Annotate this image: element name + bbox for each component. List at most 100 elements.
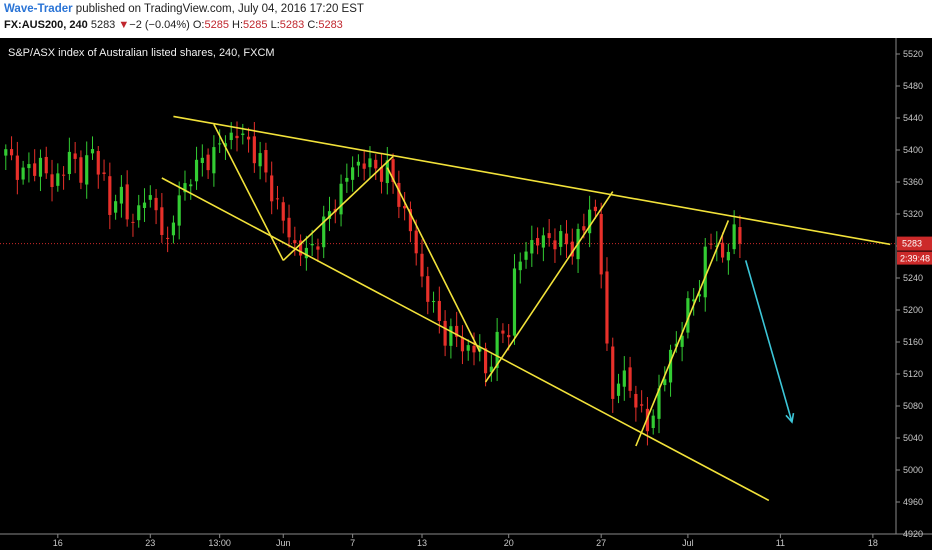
- x-tick-label: 16: [53, 538, 63, 548]
- candle-body: [44, 156, 48, 174]
- candle-body: [275, 198, 280, 200]
- x-tick-label: 23: [145, 538, 155, 548]
- publish-line: Wave-Trader published on TradingView.com…: [4, 3, 364, 15]
- candle-body: [304, 247, 308, 259]
- candle-body: [403, 206, 407, 209]
- high-label: H:: [232, 19, 244, 31]
- candle-body: [67, 151, 71, 175]
- last-price: 5283: [90, 19, 116, 31]
- candle-body: [218, 143, 222, 145]
- price-chart[interactable]: 4920496050005040508051205160520052405280…: [0, 38, 932, 550]
- open-label: O:: [192, 19, 205, 31]
- y-tick-label: 5240: [903, 273, 923, 283]
- projection-arrow-shaft: [744, 260, 793, 423]
- candle-body: [166, 237, 170, 239]
- chart-title: S&P/ASX index of Australian listed share…: [8, 47, 275, 59]
- candle-body: [4, 149, 8, 156]
- candle-body: [206, 154, 210, 171]
- candle-body: [443, 320, 447, 346]
- candle-body: [634, 393, 638, 408]
- candle-body: [189, 184, 193, 187]
- candle-body: [663, 379, 667, 386]
- candle-body: [252, 136, 256, 164]
- y-tick-label: 5360: [903, 177, 923, 187]
- candle-body: [697, 294, 702, 297]
- candle-body: [616, 383, 621, 396]
- candle-body: [732, 224, 736, 250]
- candle-body: [50, 174, 54, 188]
- trendline-channel-up-2: [635, 220, 730, 447]
- candle-body: [599, 214, 603, 275]
- y-tick-label: 5160: [903, 337, 923, 347]
- low-value: 5283: [279, 19, 305, 31]
- candle-body: [559, 231, 563, 247]
- candle-body: [726, 251, 730, 261]
- candle-body: [530, 240, 534, 254]
- candle-body: [229, 132, 233, 141]
- candle-body: [299, 240, 303, 256]
- candle-body: [316, 246, 320, 250]
- candle-body: [142, 202, 147, 208]
- candle-body: [582, 226, 586, 231]
- candle-body: [102, 172, 106, 175]
- y-tick-label: 4920: [903, 529, 923, 539]
- candle-body: [385, 160, 389, 184]
- projection-arrow-head-icon: [785, 412, 795, 424]
- candle-body: [680, 335, 684, 347]
- trendline-wave-c-down: [386, 167, 481, 352]
- candle-body: [593, 206, 597, 212]
- candle-body: [293, 240, 297, 244]
- candle-body: [709, 243, 713, 245]
- candle-body: [408, 209, 413, 232]
- candle-body: [651, 415, 655, 429]
- candle-body: [536, 238, 540, 246]
- trendline-wave-b-up: [282, 155, 394, 261]
- candle-body: [628, 367, 632, 391]
- author-link[interactable]: Wave-Trader: [4, 3, 73, 15]
- candle-body: [645, 408, 650, 432]
- candle-body: [426, 276, 430, 302]
- candle-body: [703, 246, 707, 298]
- candle-body: [397, 182, 401, 207]
- candle-body: [362, 163, 366, 169]
- plot-background: [0, 38, 896, 550]
- candle-body: [437, 300, 441, 321]
- candle-body: [738, 227, 742, 244]
- candle-body: [483, 348, 488, 374]
- y-tick-label: 5040: [903, 433, 923, 443]
- candle-body: [368, 158, 372, 168]
- trendline-wave-a-down: [213, 124, 284, 261]
- x-tick-label: 27: [596, 538, 606, 548]
- candle-body: [125, 184, 129, 220]
- candle-body: [183, 183, 187, 193]
- candle-body: [264, 150, 268, 173]
- candle-body: [524, 251, 528, 260]
- price-axis[interactable]: [896, 38, 932, 550]
- candle-body: [212, 147, 216, 174]
- candle-body: [310, 243, 314, 246]
- high-value: 5285: [243, 19, 268, 31]
- candle-body: [611, 346, 615, 399]
- y-tick-label: 5000: [903, 465, 923, 475]
- trendline-upper-resistance: [173, 115, 891, 246]
- candle-body: [223, 143, 228, 147]
- candle-body: [246, 136, 251, 140]
- candle-body: [148, 195, 152, 200]
- candle-body: [570, 241, 574, 257]
- candle-body: [160, 207, 164, 235]
- countdown-label: 2:39:48: [900, 254, 930, 264]
- x-tick-label: 20: [504, 538, 514, 548]
- price-change: −2 (−0.04%): [129, 19, 190, 31]
- y-tick-label: 5200: [903, 305, 923, 315]
- candle-body: [90, 149, 95, 154]
- candle-body: [15, 155, 19, 180]
- x-tick-label: 11: [776, 538, 785, 548]
- candle-body: [108, 176, 112, 215]
- candle-body: [339, 183, 343, 215]
- x-tick-label: 7: [350, 538, 355, 548]
- candle-body: [564, 233, 569, 245]
- candle-body: [322, 216, 326, 248]
- candle-body: [692, 299, 696, 302]
- publish-info: published on TradingView.com, July 04, 2…: [72, 3, 364, 15]
- y-tick-label: 5440: [903, 113, 923, 123]
